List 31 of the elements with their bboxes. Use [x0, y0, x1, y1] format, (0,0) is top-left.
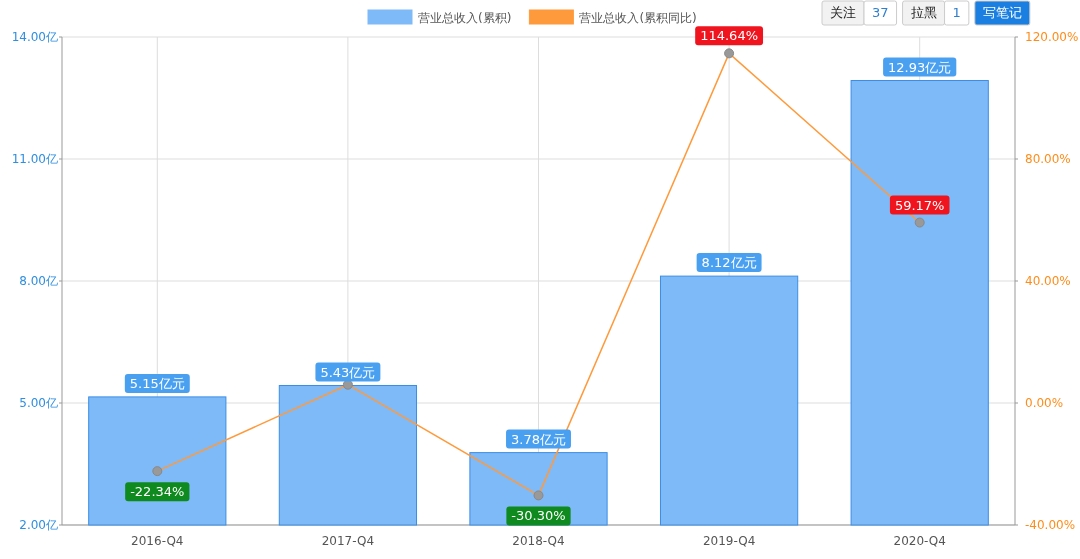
y-tick-label: 14.00亿 [11, 30, 58, 44]
data-label: 5.15亿元 [129, 375, 185, 391]
data-label: 59.17% [894, 197, 945, 213]
text: 关注 [830, 5, 856, 20]
y2-tick-label: 0.00% [1025, 396, 1064, 410]
y-tick-label: 2.00亿 [19, 518, 58, 532]
text: 1 [952, 5, 961, 20]
x-tick-label: 2016-Q4 [131, 534, 184, 548]
y2-tick-label: 40.00% [1025, 274, 1071, 288]
y-tick-label: 8.00亿 [19, 274, 58, 288]
text: 拉黑 [910, 5, 937, 20]
legend-label: 营业总收入(累积同比) [579, 11, 697, 25]
y2-tick-label: -40.00% [1025, 518, 1076, 532]
data-label: 5.43亿元 [320, 364, 376, 380]
legend-label: 营业总收入(累积) [418, 11, 512, 25]
x-tick-label: 2018-Q4 [512, 534, 565, 548]
y2-tick-label: 120.00% [1025, 30, 1079, 44]
y2-tick-label: 80.00% [1025, 152, 1071, 166]
data-label: 8.12亿元 [701, 255, 757, 271]
x-tick-label: 2017-Q4 [321, 534, 375, 548]
text: 写笔记 [982, 5, 1022, 20]
data-label: -22.34% [130, 484, 185, 500]
x-tick-label: 2019-Q4 [702, 534, 756, 548]
y-tick-label: 11.00亿 [11, 152, 58, 166]
x-tick-label: 2020-Q4 [893, 534, 946, 548]
data-label: 114.64% [700, 28, 759, 44]
data-label: 12.93亿元 [888, 59, 952, 75]
data-label: 3.78亿元 [511, 431, 566, 447]
data-label: -30.30% [511, 508, 566, 524]
text: 37 [872, 5, 889, 20]
y-tick-label: 5.00亿 [19, 396, 58, 410]
